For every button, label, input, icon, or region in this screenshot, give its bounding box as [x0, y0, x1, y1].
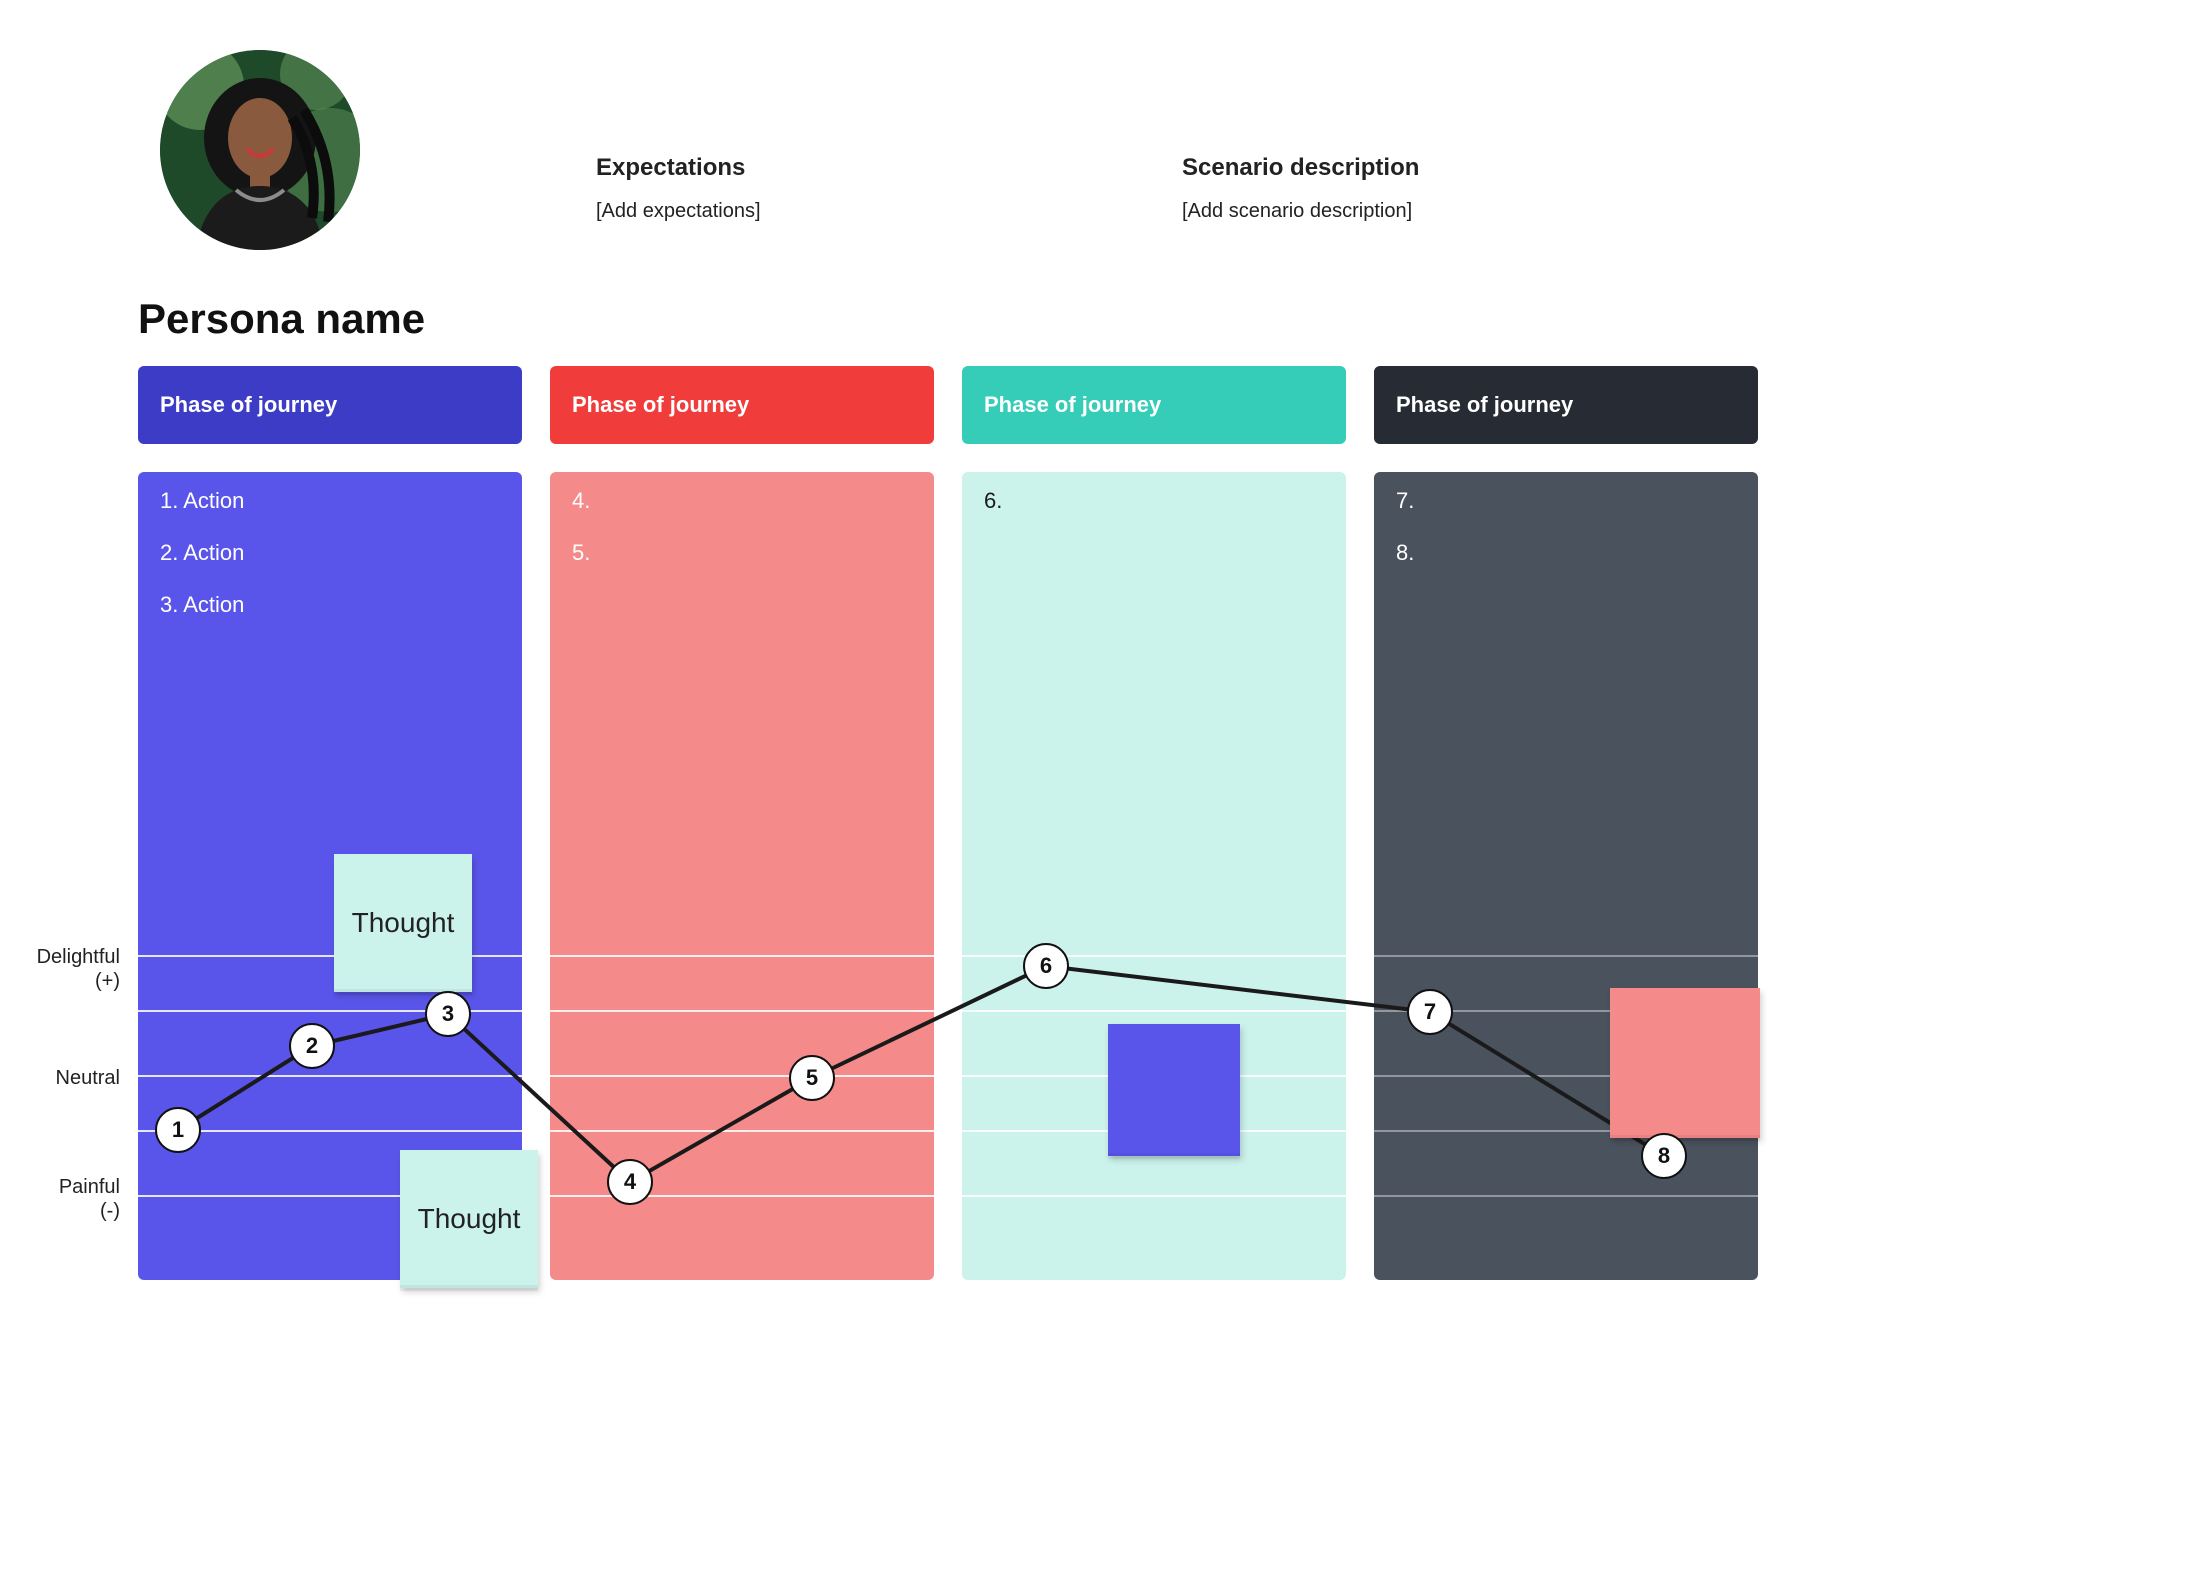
phase-header-4[interactable]: Phase of journey [1374, 366, 1758, 444]
action-item[interactable]: 8. [1396, 542, 1414, 564]
emotion-gridline [550, 1010, 934, 1012]
sticky-label: Thought [418, 1203, 521, 1235]
action-item[interactable]: 3. Action [160, 594, 244, 616]
expectations-placeholder[interactable]: [Add expectations] [596, 200, 761, 223]
journey-node-label: 7 [1424, 999, 1436, 1025]
scenario-heading: Scenario description [1182, 154, 1419, 182]
phase-actions-4: 7. 8. [1396, 490, 1414, 594]
phase-actions-2: 4. 5. [572, 490, 590, 594]
action-item[interactable]: 5. [572, 542, 590, 564]
emotion-gridline [962, 955, 1346, 957]
persona-avatar [160, 50, 360, 250]
emotion-gridline [962, 1010, 1346, 1012]
journey-node-3[interactable]: 3 [425, 991, 471, 1037]
blank-sticky[interactable] [1610, 988, 1760, 1138]
emotion-gridline [550, 955, 934, 957]
action-item[interactable]: 2. Action [160, 542, 244, 564]
scenario-placeholder[interactable]: [Add scenario description] [1182, 200, 1412, 223]
journey-node-label: 4 [624, 1169, 636, 1195]
journey-node-label: 8 [1658, 1143, 1670, 1169]
action-item[interactable]: 6. [984, 490, 1002, 512]
phase-header-label: Phase of journey [160, 392, 337, 418]
journey-node-7[interactable]: 7 [1407, 989, 1453, 1035]
journey-node-1[interactable]: 1 [155, 1107, 201, 1153]
phase-header-2[interactable]: Phase of journey [550, 366, 934, 444]
emotion-axis-label-text: Delightful [0, 945, 120, 969]
emotion-gridline [550, 1195, 934, 1197]
phase-header-3[interactable]: Phase of journey [962, 366, 1346, 444]
emotion-gridline [1374, 1195, 1758, 1197]
journey-node-2[interactable]: 2 [289, 1023, 335, 1069]
phase-header-label: Phase of journey [1396, 392, 1573, 418]
phase-header-label: Phase of journey [572, 392, 749, 418]
journey-node-4[interactable]: 4 [607, 1159, 653, 1205]
expectations-heading: Expectations [596, 154, 745, 182]
emotion-axis-label: Painful(-) [0, 1175, 120, 1223]
emotion-axis-label: Delightful(+) [0, 945, 120, 993]
emotion-gridline [1374, 955, 1758, 957]
emotion-axis-label: Neutral [0, 1066, 120, 1090]
thought-sticky[interactable]: Thought [400, 1150, 538, 1288]
phase-body-4[interactable]: 7. 8. [1374, 472, 1758, 1280]
journey-node-6[interactable]: 6 [1023, 943, 1069, 989]
emotion-axis-label-text: Painful [0, 1175, 120, 1199]
thought-sticky[interactable]: Thought [334, 854, 472, 992]
phase-header-1[interactable]: Phase of journey [138, 366, 522, 444]
emotion-gridline [550, 1130, 934, 1132]
journey-node-label: 6 [1040, 953, 1052, 979]
phase-header-label: Phase of journey [984, 392, 1161, 418]
journey-node-8[interactable]: 8 [1641, 1133, 1687, 1179]
emotion-gridline [138, 1075, 522, 1077]
blank-sticky[interactable] [1108, 1024, 1240, 1156]
action-item[interactable]: 7. [1396, 490, 1414, 512]
journey-node-5[interactable]: 5 [789, 1055, 835, 1101]
phase-body-2[interactable]: 4. 5. [550, 472, 934, 1280]
phase-actions-3: 6. [984, 490, 1002, 542]
emotion-gridline [962, 1195, 1346, 1197]
action-item[interactable]: 4. [572, 490, 590, 512]
journey-node-label: 3 [442, 1001, 454, 1027]
phase-actions-1: 1. Action 2. Action 3. Action [160, 490, 244, 646]
emotion-axis-label-sub: (+) [0, 969, 120, 993]
emotion-axis-label-sub: (-) [0, 1199, 120, 1223]
emotion-gridline [550, 1075, 934, 1077]
emotion-axis-label-text: Neutral [0, 1066, 120, 1090]
journey-node-label: 5 [806, 1065, 818, 1091]
persona-name: Persona name [138, 295, 425, 343]
action-item[interactable]: 1. Action [160, 490, 244, 512]
journey-node-label: 2 [306, 1033, 318, 1059]
journey-node-label: 1 [172, 1117, 184, 1143]
sticky-label: Thought [352, 907, 455, 939]
